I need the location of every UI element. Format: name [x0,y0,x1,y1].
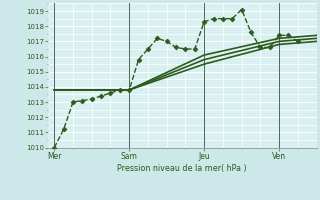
X-axis label: Pression niveau de la mer( hPa ): Pression niveau de la mer( hPa ) [117,164,247,173]
